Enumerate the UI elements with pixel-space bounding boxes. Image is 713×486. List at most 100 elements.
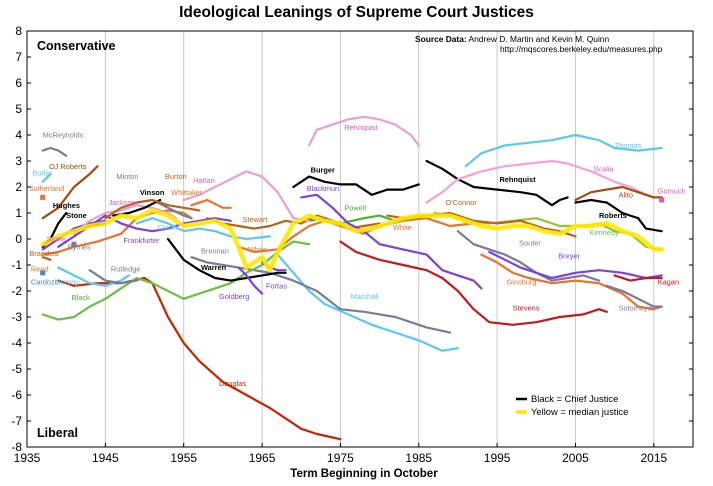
- justice-label-stewart: Stewart: [242, 215, 267, 224]
- justice-label-whittaker: Whittaker: [171, 188, 203, 197]
- x-tick-label: 1945: [92, 451, 119, 465]
- series-stevens-line: [339, 240, 608, 326]
- justice-label-marshall: Marshall: [351, 292, 379, 301]
- series-alito-line: [574, 185, 663, 202]
- series-thomas-line: [464, 133, 663, 168]
- justice-label-burger: Burger: [311, 166, 335, 175]
- series-gorsuch-marker: [659, 197, 665, 203]
- source-label: Source Data:: [415, 34, 467, 44]
- justice-label-breyer: Breyer: [558, 252, 580, 261]
- y-tick-label: 7: [15, 50, 22, 64]
- justice-label-byrnes: Byrnes: [68, 242, 91, 251]
- series-marshall-line: [276, 253, 459, 352]
- y-tick-label: -2: [11, 284, 22, 298]
- justice-label-white: White: [248, 245, 267, 254]
- median-layer: [40, 208, 664, 273]
- justice-label-ginsburg: Ginsburg: [507, 278, 537, 287]
- y-tick-label: 1: [15, 206, 22, 220]
- justice-label-stevens: Stevens: [513, 304, 540, 313]
- justice-label-blackmun: Blackmun: [307, 184, 339, 193]
- y-tick-label: 3: [15, 154, 22, 168]
- justice-label-fortas: Fortas: [266, 281, 287, 290]
- justice-label-mcreynolds: McReynolds: [43, 131, 84, 140]
- y-tick-label: -7: [11, 414, 22, 428]
- justice-label-vinson: Vinson: [140, 188, 165, 197]
- series-layer: [40, 115, 665, 441]
- series-rutledge-line: [88, 269, 138, 285]
- y-tick-label: -8: [11, 440, 22, 454]
- justice-label-reed: Reed: [31, 265, 49, 274]
- x-tick-label: 1975: [327, 451, 354, 465]
- series-souter-line: [456, 230, 601, 282]
- series-breyer-line: [488, 250, 663, 280]
- justice-label-roberts: Roberts: [599, 211, 627, 220]
- y-tick-label: 6: [15, 76, 22, 90]
- justice-label-kennedy: Kennedy: [590, 228, 619, 237]
- series-ginsburg-line: [480, 253, 663, 311]
- justice-label-kagan: Kagan: [658, 278, 679, 287]
- grid-layer: [104, 31, 655, 447]
- justice-label-minton: Minton: [116, 172, 138, 181]
- justice-label-thomas: Thomas: [615, 141, 642, 150]
- justice-label-douglas: Douglas: [219, 379, 246, 388]
- legend-label-median: Yellow = median justice: [531, 406, 628, 417]
- x-axis-title: Term Beginning in October: [290, 468, 438, 480]
- justice-label-rehnquist: Rehnquist: [499, 175, 536, 184]
- series-roberts-line: [574, 198, 663, 233]
- justice-label-jackson: Jackson: [108, 198, 135, 207]
- y-tick-label: -5: [11, 362, 22, 376]
- y-tick-label: -4: [11, 336, 22, 350]
- justice-label-gorsuch: Gorsuch: [658, 187, 686, 196]
- series-sutherland-marker: [40, 194, 46, 200]
- justice-label-souter: Souter: [519, 239, 541, 248]
- justice-label-cardozo: Cardozo: [31, 278, 59, 287]
- x-tick-label: 1995: [484, 451, 511, 465]
- source-authors: Andrew D. Martin and Kevin M. Quinn: [469, 34, 610, 44]
- axis-layer: -8 -7 -6 -5 -4 -3 -2 -1 0 1 2 3 4 5 6 7 8 1935 1945 1955 196…: [11, 24, 694, 465]
- series-clark-line: [135, 217, 271, 241]
- justice-label-brandeis: Brandeis: [29, 249, 58, 258]
- y-tick-label: -3: [11, 310, 22, 324]
- conservative-label: Conservative: [37, 39, 116, 53]
- justice-label-o-connor: O'Connor: [445, 198, 477, 207]
- series-goldberg-line: [237, 266, 264, 295]
- series-whittaker-line: [190, 198, 232, 209]
- justice-label-clark: Clark: [158, 223, 176, 232]
- justice-label-rehnquist: Rehnquist: [344, 123, 377, 132]
- x-tick-label: 2005: [562, 451, 589, 465]
- justice-label-sotomayor: Sotomayor: [619, 304, 655, 313]
- series-butler-line: [41, 172, 52, 183]
- series-brennan-line: [190, 256, 452, 334]
- series-rehnquist-line: [425, 159, 569, 207]
- x-tick-label: 2015: [640, 451, 667, 465]
- justice-label-burton: Burton: [165, 172, 187, 181]
- series-kagan-line: [613, 274, 663, 282]
- legend: Black = Chief Justice Yellow = median ju…: [516, 393, 628, 417]
- justice-label-powell: Powell: [344, 203, 366, 212]
- series-murphy-line: [57, 266, 130, 287]
- justice-label-warren: Warren: [201, 263, 227, 272]
- justice-label-sutherland: Sutherland: [29, 184, 65, 193]
- justice-label-white: White: [393, 223, 412, 232]
- series-sotomayor-line: [605, 284, 663, 308]
- series-burton-line: [104, 198, 201, 220]
- series-rehnquist-line: [308, 115, 420, 147]
- justice-label-stone: Stone: [47, 235, 66, 244]
- y-tick-label: -6: [11, 388, 22, 402]
- source-url: http://mqscores.berkeley.edu/measures.ph…: [500, 44, 663, 54]
- series-kennedy-median-line: [573, 221, 664, 252]
- series-douglas-line: [57, 276, 342, 441]
- y-tick-label: 4: [15, 128, 22, 142]
- liberal-label: Liberal: [37, 426, 78, 440]
- justice-label-rutledge: Rutledge: [111, 265, 141, 274]
- y-tick-label: 8: [15, 24, 22, 38]
- legend-label-chief: Black = Chief Justice: [531, 393, 618, 404]
- justice-label-harlan: Harlan: [193, 176, 215, 185]
- justice-label-oj-roberts: OJ Roberts: [49, 162, 87, 171]
- series-cardozo-marker: [40, 270, 46, 276]
- x-tick-label: 1965: [249, 451, 276, 465]
- justice-label-murphy: Murphy: [54, 278, 79, 287]
- source-text: Source Data: Andrew D. Martin and Kevin …: [415, 34, 609, 44]
- series-warren-line: [166, 237, 287, 282]
